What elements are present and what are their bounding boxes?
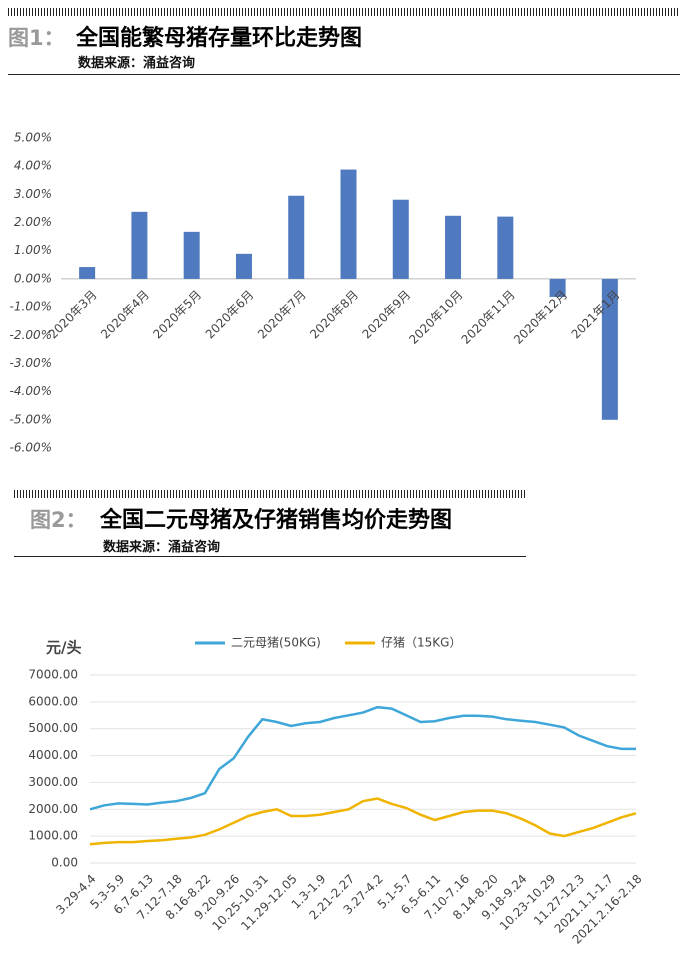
figure-title: 全国二元母猪及仔猪销售均价走势图 [100,508,453,533]
y-tick-label: -4.00% [10,384,52,398]
y-tick-label: -5.00% [10,412,52,426]
y-tick-label: 4000.00 [28,748,78,762]
x-tick-label: 2020年12月 [511,288,570,347]
y-tick-label: 1000.00 [28,829,78,843]
x-tick-label: 2020年5月 [150,288,204,342]
x-tick-label: 2020年4月 [98,288,152,342]
bar [79,267,96,279]
header-rule [14,556,526,557]
y-tick-label: -6.00% [10,441,52,455]
figure-label: 图2： [30,508,87,532]
y-tick-label: 7000.00 [28,668,78,682]
line-series [89,797,637,846]
x-tick-label: 2020年10月 [406,288,465,347]
bar [183,231,200,279]
legend-label: 仔猪（15KG） [381,636,461,650]
x-tick-label: 3.29-4.4 [53,872,98,917]
legend-label: 二元母猪(50KG) [231,636,321,650]
y-tick-label: -3.00% [10,356,52,370]
y-tick-label: 5.00% [14,131,52,145]
bar [392,199,409,279]
x-tick-label: 2020年9月 [359,288,413,342]
y-tick-label: 0.00% [14,271,52,285]
y-tick-label: 3.00% [14,187,52,201]
bar [288,195,305,279]
x-tick-label: 2020年11月 [459,288,518,347]
bar [601,278,618,420]
bar [340,169,357,279]
y-tick-label: 1.00% [14,243,52,257]
header-rule [8,74,680,75]
y-tick-label: -1.00% [10,300,52,314]
x-tick-label: 2020年8月 [307,288,361,342]
header-stripe [14,490,526,498]
header-stripe [8,8,680,16]
y-tick-label: 4.00% [14,159,52,173]
y-axis-title: 元/头 [46,639,81,657]
x-tick-label: 2020年6月 [203,288,257,342]
y-tick-label: 2000.00 [28,802,78,816]
bar [497,216,514,279]
y-tick-label: 5000.00 [28,721,78,735]
y-tick-label: 3000.00 [28,775,78,789]
bar [549,278,566,297]
x-tick-label: 2020年3月 [46,288,100,342]
y-tick-label: 6000.00 [28,694,78,708]
figure-source: 数据来源：涌益咨询 [78,56,196,71]
bar [131,211,148,279]
figure-label: 图1： [8,26,65,50]
bar [445,215,462,279]
bar [235,253,252,279]
figure-title: 全国能繁母猪存量环比走势图 [76,26,363,51]
x-tick-label: 2020年7月 [255,288,309,342]
line-series [89,705,636,811]
figure-source: 数据来源：涌益咨询 [103,540,221,555]
y-tick-label: -2.00% [10,328,52,342]
y-tick-label: 0.00 [51,856,78,870]
y-tick-label: 2.00% [14,215,52,229]
